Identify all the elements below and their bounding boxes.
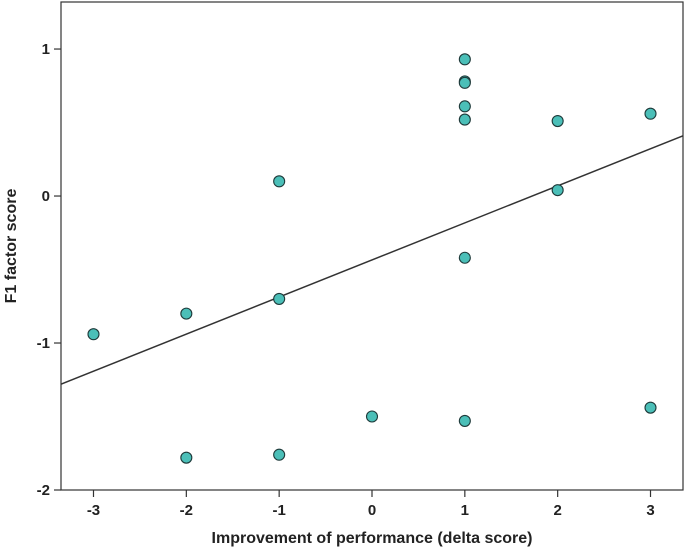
data-point [458, 100, 471, 113]
y-tick-label: -2 [37, 482, 50, 499]
data-point [551, 184, 564, 197]
data-point [458, 113, 471, 126]
x-tick-label: 2 [553, 502, 561, 519]
data-point [273, 448, 286, 461]
data-point [180, 451, 193, 464]
x-tick-label: -2 [180, 502, 193, 519]
x-tick-label: 3 [646, 502, 654, 519]
x-axis-title: Improvement of performance (delta score) [212, 530, 533, 547]
y-axis-title: F1 factor score [3, 189, 20, 304]
y-tick-label: 1 [42, 41, 50, 58]
data-point [87, 328, 100, 341]
data-point [458, 53, 471, 66]
y-tick-label: -1 [37, 335, 50, 352]
y-tick-label: 0 [42, 188, 50, 205]
data-point [180, 307, 193, 320]
axes: -3 -2 -1 0 1 2 3 -2 -1 0 1 [37, 1, 684, 519]
data-point [458, 414, 471, 427]
data-point [644, 401, 657, 414]
fit-line-group [60, 135, 684, 385]
data-point [551, 115, 564, 128]
x-tick-label: -3 [87, 502, 100, 519]
points-group [87, 53, 657, 464]
data-point [273, 175, 286, 188]
data-point [365, 410, 379, 423]
data-point [273, 292, 286, 305]
x-tick-label: 0 [368, 502, 376, 519]
data-point [458, 76, 471, 89]
x-tick-label: -1 [272, 502, 285, 519]
data-point [458, 251, 471, 264]
data-point [644, 107, 657, 120]
fit-line [60, 135, 684, 385]
x-tick-label: 1 [461, 502, 469, 519]
